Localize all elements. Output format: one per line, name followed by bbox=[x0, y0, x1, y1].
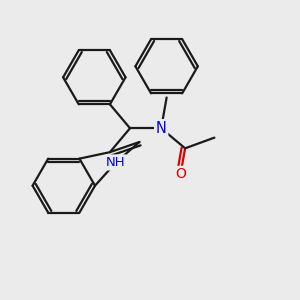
Text: NH: NH bbox=[106, 156, 126, 169]
Text: O: O bbox=[175, 167, 186, 182]
Text: N: N bbox=[156, 121, 167, 136]
